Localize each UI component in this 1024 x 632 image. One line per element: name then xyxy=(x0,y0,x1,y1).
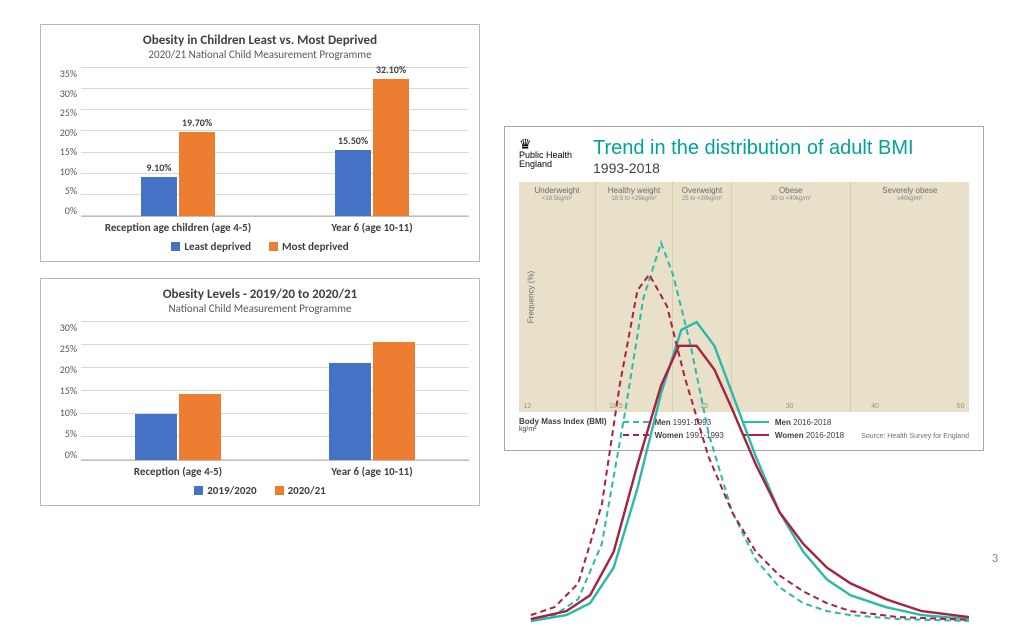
y-tick: 15% xyxy=(51,384,77,397)
bmi-header: ♛ Public Health England Trend in the dis… xyxy=(519,137,969,176)
bar xyxy=(373,342,415,460)
y-tick: 0% xyxy=(51,448,77,461)
x-label: Year 6 (age 10-11) xyxy=(275,461,469,478)
y-tick: 30% xyxy=(51,87,77,100)
bmi-title: Trend in the distribution of adult BMI xyxy=(593,137,969,160)
chart2-area: 0% 5% 10% 15% 20% 25% 30% xyxy=(51,321,469,461)
y-tick: 20% xyxy=(51,126,77,139)
x-label: Reception (age 4-5) xyxy=(81,461,275,478)
chart2-plot xyxy=(81,321,469,461)
bmi-x-tick: 25 xyxy=(700,403,708,410)
page-number: 3 xyxy=(992,552,998,566)
bar: 15.50% xyxy=(335,150,371,216)
x-label: Reception age children (age 4-5) xyxy=(81,217,275,234)
bmi-x-tick: 40 xyxy=(871,403,879,410)
chart1-y-axis: 0% 5% 10% 15% 20% 25% 30% 35% xyxy=(51,67,81,217)
bar xyxy=(329,363,371,460)
bmi-years: 1993-2018 xyxy=(593,160,969,176)
bmi-x-axis: 12 18.5 25 30 40 50 xyxy=(519,403,969,410)
chart1-title: Obesity in Children Least vs. Most Depri… xyxy=(51,33,469,48)
left-column: Obesity in Children Least vs. Most Depri… xyxy=(40,24,480,552)
bmi-curve xyxy=(531,345,969,618)
y-tick: 35% xyxy=(51,67,77,80)
legend-label: Least deprived xyxy=(184,240,251,253)
chart2-x-labels: Reception (age 4-5)Year 6 (age 10-11) xyxy=(81,461,469,478)
chart2-y-axis: 0% 5% 10% 15% 20% 25% 30% xyxy=(51,321,81,461)
bar-group: 9.10%19.70% xyxy=(81,67,275,216)
bmi-x-tick: 30 xyxy=(786,403,794,410)
bmi-curve xyxy=(531,274,969,619)
right-column: ♛ Public Health England Trend in the dis… xyxy=(504,24,984,552)
y-tick: 25% xyxy=(51,342,77,355)
crown-icon: ♛ xyxy=(519,137,581,151)
y-tick: 5% xyxy=(51,427,77,440)
bar: 32.10% xyxy=(373,79,409,216)
bmi-x-tick: 12 xyxy=(524,403,532,410)
y-tick: 0% xyxy=(51,204,77,217)
phe-logo: ♛ Public Health England xyxy=(519,137,581,171)
bar-group: 15.50%32.10% xyxy=(275,67,469,216)
chart1-subtitle: 2020/21 National Child Measurement Progr… xyxy=(51,48,469,61)
legend-label: Most deprived xyxy=(282,240,349,253)
phe-logo-line2: England xyxy=(519,160,581,170)
chart1-bars: 9.10%19.70%15.50%32.10% xyxy=(81,67,469,216)
bar-data-label: 19.70% xyxy=(182,116,212,129)
legend-swatch xyxy=(269,242,278,251)
bar xyxy=(135,414,177,460)
y-tick: 25% xyxy=(51,106,77,119)
bar-group xyxy=(81,321,275,460)
slide: Obesity in Children Least vs. Most Depri… xyxy=(0,0,1024,576)
bar xyxy=(179,394,221,460)
bmi-plot: Frequency (%) Underweight<18.5kg/m²Healt… xyxy=(519,182,969,412)
y-tick: 5% xyxy=(51,184,77,197)
y-tick: 20% xyxy=(51,363,77,376)
legend-item: 2020/21 xyxy=(275,484,326,497)
legend-swatch xyxy=(275,486,284,495)
y-tick: 15% xyxy=(51,145,77,158)
bar-data-label: 32.10% xyxy=(376,63,406,76)
bar: 9.10% xyxy=(141,177,177,216)
chart1-legend: Least deprived Most deprived xyxy=(51,234,469,255)
legend-item: Least deprived xyxy=(171,240,251,253)
bmi-x-tick: 50 xyxy=(957,403,965,410)
bmi-curve xyxy=(531,242,969,620)
chart1-plot: 9.10%19.70%15.50%32.10% xyxy=(81,67,469,217)
chart-obesity-deprivation: Obesity in Children Least vs. Most Depri… xyxy=(40,24,480,262)
legend-swatch xyxy=(194,486,203,495)
chart2-legend: 2019/2020 2020/21 xyxy=(51,478,469,499)
legend-label: 2020/21 xyxy=(288,484,326,497)
bar-group xyxy=(275,321,469,460)
y-tick: 10% xyxy=(51,165,77,178)
chart2-bars xyxy=(81,321,469,460)
bmi-title-block: Trend in the distribution of adult BMI 1… xyxy=(593,137,969,176)
legend-item: 2019/2020 xyxy=(194,484,256,497)
legend-label: 2019/2020 xyxy=(207,484,256,497)
chart2-title: Obesity Levels - 2019/20 to 2020/21 xyxy=(51,287,469,302)
bmi-x-tick: 18.5 xyxy=(609,403,623,410)
y-tick: 10% xyxy=(51,406,77,419)
y-tick: 30% xyxy=(51,321,77,334)
bar: 19.70% xyxy=(179,132,215,216)
bar-data-label: 15.50% xyxy=(338,134,368,147)
chart2-subtitle: National Child Measurement Programme xyxy=(51,302,469,315)
chart-obesity-levels: Obesity Levels - 2019/20 to 2020/21 Nati… xyxy=(40,278,480,506)
bmi-distribution-panel: ♛ Public Health England Trend in the dis… xyxy=(504,126,984,451)
chart1-x-labels: Reception age children (age 4-5)Year 6 (… xyxy=(81,217,469,234)
chart1-area: 0%5%10%15%20%25%30%35% 9.10%19.70%15.50%… xyxy=(51,67,469,217)
legend-swatch xyxy=(171,242,180,251)
bar-data-label: 9.10% xyxy=(146,161,171,174)
x-label: Year 6 (age 10-11) xyxy=(275,217,469,234)
legend-item: Most deprived xyxy=(269,240,349,253)
